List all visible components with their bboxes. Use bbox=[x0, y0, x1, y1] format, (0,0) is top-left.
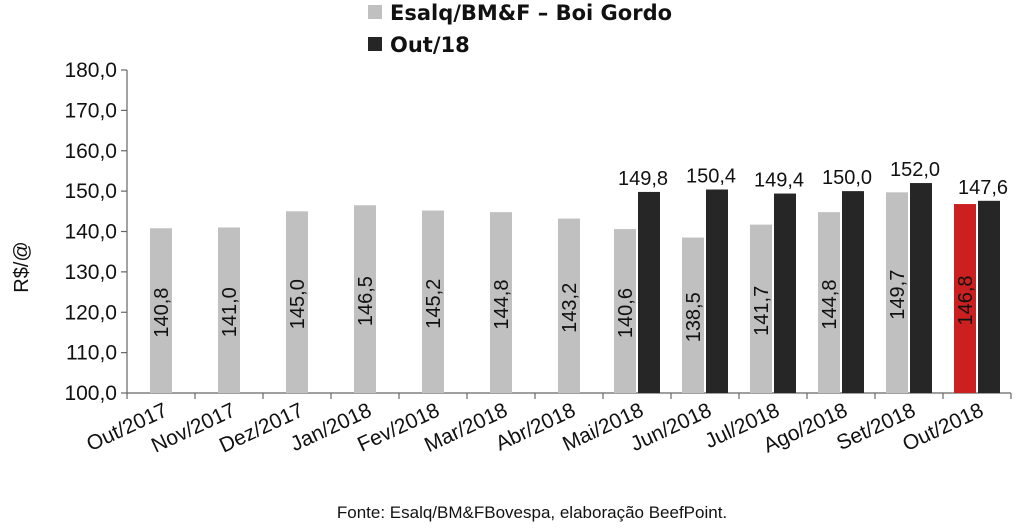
data-label-esalq: 149,7 bbox=[887, 270, 909, 320]
data-label-out18: 152,0 bbox=[890, 159, 940, 181]
bar-esalq bbox=[818, 212, 840, 393]
data-label-esalq: 143,2 bbox=[559, 283, 581, 333]
data-label-esalq: 145,0 bbox=[287, 279, 309, 329]
y-tick-label: 160,0 bbox=[64, 140, 117, 163]
bar-out18 bbox=[638, 191, 660, 393]
y-tick-label: 110,0 bbox=[66, 342, 117, 365]
data-label-esalq: 141,0 bbox=[219, 287, 241, 337]
y-tick-label: 180,0 bbox=[64, 59, 117, 82]
y-tick-label: 120,0 bbox=[64, 301, 117, 324]
data-label-esalq: 144,8 bbox=[819, 280, 841, 330]
bar-out18 bbox=[842, 191, 864, 393]
bar-out18 bbox=[978, 200, 1000, 393]
bar-esalq bbox=[682, 237, 704, 393]
bar-esalq bbox=[422, 210, 444, 393]
y-axis-title: R$/@ bbox=[11, 241, 33, 292]
data-label-out18: 149,4 bbox=[754, 170, 804, 192]
legend-swatch-esalq bbox=[368, 5, 382, 19]
legend-swatch-out18 bbox=[368, 37, 382, 51]
y-tick-label: 150,0 bbox=[64, 180, 117, 203]
data-label-out18: 150,4 bbox=[686, 166, 736, 188]
bar-esalq bbox=[886, 192, 908, 393]
data-label-esalq: 144,8 bbox=[491, 280, 513, 330]
legend-label-esalq: Esalq/BM&F – Boi Gordo bbox=[390, 1, 672, 25]
bar-esalq bbox=[954, 204, 976, 393]
bar-out18 bbox=[910, 183, 932, 393]
data-label-esalq: 141,7 bbox=[751, 286, 773, 336]
legend-label-out18: Out/18 bbox=[390, 33, 470, 57]
y-tick-label: 130,0 bbox=[64, 261, 117, 284]
bar-esalq bbox=[354, 205, 376, 393]
y-tick-label: 140,0 bbox=[64, 221, 117, 244]
source-note: Fonte: Esalq/BM&FBovespa, elaboração Bee… bbox=[337, 503, 727, 522]
data-label-out18: 149,8 bbox=[618, 168, 668, 190]
bar-esalq bbox=[490, 212, 512, 393]
bar-out18 bbox=[706, 189, 728, 393]
data-label-esalq: 140,8 bbox=[151, 288, 173, 338]
bar-esalq bbox=[218, 227, 240, 393]
data-label-esalq: 146,8 bbox=[955, 275, 977, 325]
data-label-esalq: 140,6 bbox=[615, 288, 637, 338]
bar-esalq bbox=[750, 224, 772, 393]
bar-out18 bbox=[774, 193, 796, 393]
bar-esalq bbox=[558, 218, 580, 393]
bar-esalq bbox=[286, 211, 308, 393]
data-label-out18: 150,0 bbox=[822, 167, 872, 189]
bar-esalq bbox=[614, 229, 636, 393]
data-label-esalq: 138,5 bbox=[683, 292, 705, 342]
y-tick-label: 100,0 bbox=[64, 382, 117, 405]
bar-esalq bbox=[150, 228, 172, 393]
data-label-out18: 147,6 bbox=[958, 177, 1008, 199]
data-label-esalq: 146,5 bbox=[355, 276, 377, 326]
data-label-esalq: 145,2 bbox=[423, 279, 445, 329]
y-tick-label: 170,0 bbox=[64, 99, 117, 122]
